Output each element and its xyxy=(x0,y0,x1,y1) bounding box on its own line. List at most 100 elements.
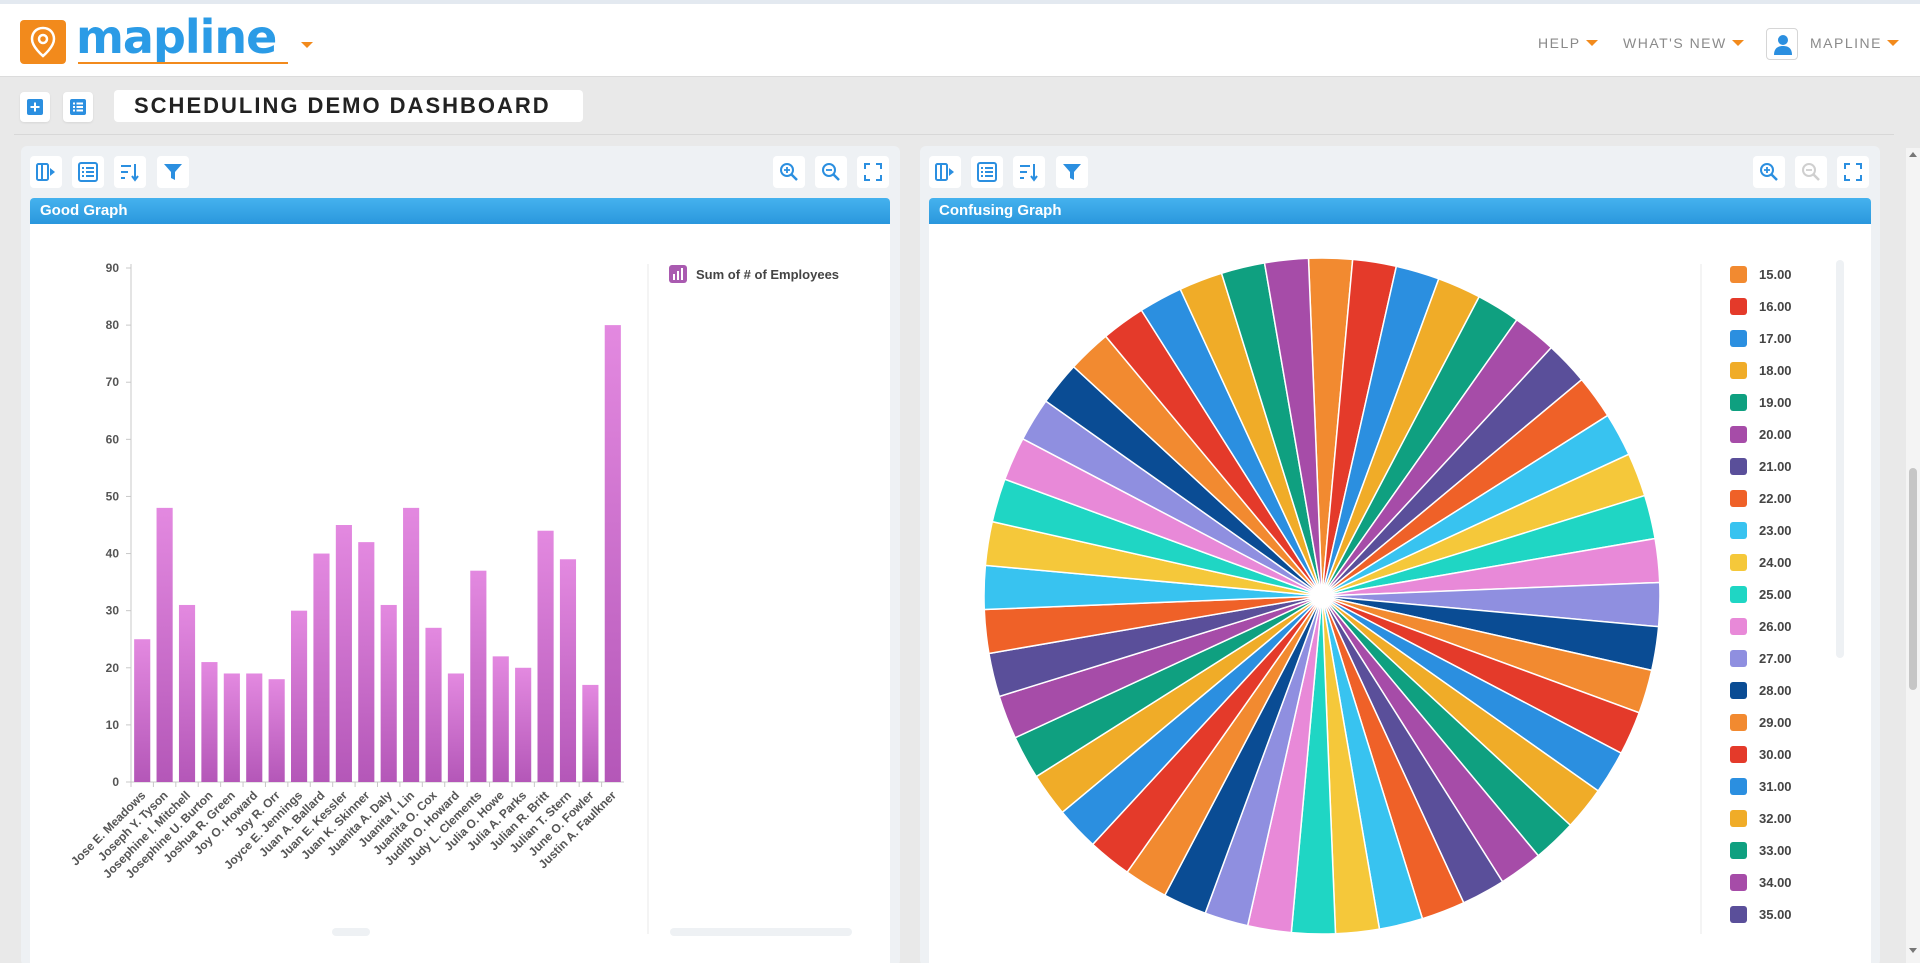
list-icon xyxy=(70,99,86,115)
legend-label: 29.00 xyxy=(1759,715,1792,730)
bar[interactable] xyxy=(470,570,487,782)
bar[interactable] xyxy=(268,679,285,782)
bar[interactable] xyxy=(403,507,420,782)
panel-toggle-button[interactable] xyxy=(30,156,62,188)
bar[interactable] xyxy=(380,604,397,782)
zoom-out-button[interactable] xyxy=(1795,156,1827,188)
logo-pin-icon[interactable] xyxy=(20,20,66,64)
scroll-handle[interactable] xyxy=(332,928,370,936)
zoom-in-icon xyxy=(780,163,798,181)
bar[interactable] xyxy=(223,673,240,782)
y-tick-label: 30 xyxy=(106,604,120,618)
bar[interactable] xyxy=(358,542,375,782)
scroll-down-arrow[interactable] xyxy=(1909,948,1917,953)
dashboard-list-button[interactable] xyxy=(63,92,93,122)
nav-help-label: HELP xyxy=(1538,34,1581,51)
legend-label: 31.00 xyxy=(1759,779,1792,794)
legend-label: 28.00 xyxy=(1759,683,1792,698)
legend-label: 33.00 xyxy=(1759,843,1792,858)
bar[interactable] xyxy=(291,610,308,782)
filter-button[interactable] xyxy=(157,156,189,188)
legend-swatch xyxy=(1730,458,1747,475)
nav-whats-new[interactable]: WHAT'S NEW xyxy=(1623,4,1744,81)
bar[interactable] xyxy=(156,507,173,782)
bar[interactable] xyxy=(313,553,330,782)
zoom-out-icon xyxy=(822,163,840,181)
legend-swatch xyxy=(1730,714,1747,731)
zoom-out-button[interactable] xyxy=(815,156,847,188)
fullscreen-button[interactable] xyxy=(857,156,889,188)
bar[interactable] xyxy=(537,530,554,782)
fullscreen-icon xyxy=(1844,163,1862,181)
legend-swatch xyxy=(1730,650,1747,667)
pie-slice[interactable] xyxy=(1263,257,1323,597)
legend-label: 16.00 xyxy=(1759,299,1792,314)
legend-scrollbar[interactable] xyxy=(670,928,852,936)
bar[interactable] xyxy=(178,604,196,782)
legend-label: 17.00 xyxy=(1759,331,1792,346)
legend-label: 20.00 xyxy=(1759,427,1792,442)
legend-swatch xyxy=(1730,330,1747,347)
bar[interactable] xyxy=(134,639,151,782)
widget-confusing-graph: Confusing Graph 15.00 16.00 17.00 18.00 19.0… xyxy=(920,146,1880,963)
zoom-in-button[interactable] xyxy=(1753,156,1785,188)
chevron-down-icon[interactable] xyxy=(301,42,313,48)
user-icon[interactable] xyxy=(1766,28,1798,60)
bar[interactable] xyxy=(559,559,577,782)
y-tick-label: 20 xyxy=(106,661,120,675)
legend-label: 22.00 xyxy=(1759,491,1792,506)
fullscreen-button[interactable] xyxy=(1837,156,1869,188)
legend-swatch xyxy=(1730,874,1747,891)
legend-swatch xyxy=(1730,618,1747,635)
bar[interactable] xyxy=(492,656,509,782)
add-widget-button[interactable] xyxy=(20,92,50,122)
bar[interactable] xyxy=(447,673,464,782)
legend-label: 34.00 xyxy=(1759,875,1792,890)
zoom-in-button[interactable] xyxy=(773,156,805,188)
legend-label: 35.00 xyxy=(1759,907,1792,922)
scrollbar-thumb[interactable] xyxy=(1909,468,1917,690)
legend-swatch xyxy=(1730,298,1747,315)
nav-help[interactable]: HELP xyxy=(1538,4,1598,81)
logo-underline xyxy=(78,62,288,64)
legend-scrollbar[interactable] xyxy=(1836,260,1844,658)
bar[interactable] xyxy=(246,673,263,782)
logo-wordmark[interactable]: mapline xyxy=(76,10,277,64)
nav-user-label: MAPLINE xyxy=(1810,34,1882,51)
zoom-out-icon xyxy=(1802,163,1820,181)
y-tick-label: 0 xyxy=(112,775,119,789)
legend-swatch xyxy=(1730,266,1747,283)
fullscreen-icon xyxy=(864,163,882,181)
filter-icon xyxy=(1063,164,1081,180)
nav-user-menu[interactable]: MAPLINE xyxy=(1810,4,1899,81)
chevron-down-icon xyxy=(1886,39,1899,46)
data-list-button[interactable] xyxy=(72,156,104,188)
bar[interactable] xyxy=(515,667,532,782)
legend-label: 32.00 xyxy=(1759,811,1792,826)
bar[interactable] xyxy=(201,662,218,782)
list-icon xyxy=(78,162,98,182)
panel-toggle-button[interactable] xyxy=(929,156,961,188)
legend-swatch xyxy=(1730,426,1747,443)
legend-swatch xyxy=(1730,522,1747,539)
scroll-up-arrow[interactable] xyxy=(1909,152,1917,157)
legend-swatch xyxy=(1730,586,1747,603)
bar[interactable] xyxy=(604,325,621,782)
filter-button[interactable] xyxy=(1056,156,1088,188)
legend-label: 21.00 xyxy=(1759,459,1792,474)
pie-chart: 15.00 16.00 17.00 18.00 19.00 20.00 21.00 22.00… xyxy=(983,257,1844,935)
page-scrollbar[interactable] xyxy=(1906,148,1920,963)
legend-swatch xyxy=(1730,682,1747,699)
sort-icon xyxy=(1020,164,1038,182)
legend-swatch xyxy=(1730,778,1747,795)
bar[interactable] xyxy=(582,684,599,782)
data-list-button[interactable] xyxy=(971,156,1003,188)
sort-button[interactable] xyxy=(114,156,146,188)
legend-label: 26.00 xyxy=(1759,619,1792,634)
top-bar: mapline HELP WHAT'S NEW MAPLINE xyxy=(0,0,1920,77)
bar[interactable] xyxy=(335,525,352,782)
bar[interactable] xyxy=(425,627,442,782)
sort-button[interactable] xyxy=(1013,156,1045,188)
legend-swatch xyxy=(1730,906,1747,923)
